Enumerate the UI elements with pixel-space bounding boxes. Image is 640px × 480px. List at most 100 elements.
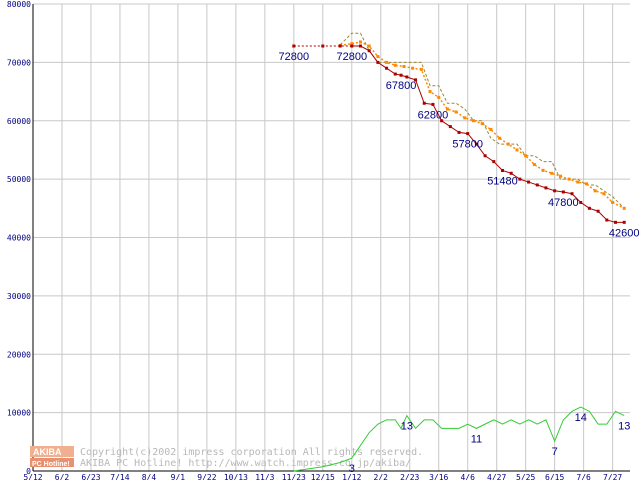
max-price-line	[339, 32, 625, 209]
min-price-marker	[376, 60, 380, 64]
grid-lines	[32, 3, 630, 472]
min-price-marker	[579, 200, 583, 204]
min-price-marker	[385, 66, 389, 70]
x-tick-label: 11/3	[255, 473, 274, 480]
avg-price-marker	[567, 177, 571, 181]
x-tick-label: 4/6	[460, 473, 475, 480]
x-tick-label: 10/13	[224, 473, 248, 480]
min-price-marker	[448, 125, 452, 129]
min-price-marker	[561, 190, 565, 194]
avg-price-marker	[593, 189, 597, 193]
y-tick-label: 60000	[7, 117, 31, 126]
y-tick-label: 20000	[7, 350, 31, 359]
x-tick-label: 6/2	[55, 473, 70, 480]
copyright-watermark: AKIBA PC Hotline! Copyright(c)2002 impre…	[30, 446, 423, 469]
y-tick-label: 0	[26, 467, 31, 476]
min-price-marker	[622, 220, 626, 224]
site-url-line: AKIBA PC Hotline! http://www.watch.impre…	[80, 458, 411, 469]
x-tick-label: 6/23	[81, 473, 100, 480]
x-tick-label: 7/14	[110, 473, 129, 480]
min-price-marker	[358, 44, 362, 48]
price-data-label: 62800	[418, 109, 449, 121]
min-price-marker	[422, 101, 426, 105]
avg-price-marker	[541, 168, 545, 172]
price-data-label: 72800	[336, 51, 367, 63]
price-data-label: 72800	[279, 51, 310, 63]
min-price-marker	[440, 119, 444, 123]
avg-price-marker	[411, 66, 415, 70]
x-tick-label: 8/4	[142, 473, 157, 480]
avg-price-marker	[611, 200, 615, 204]
min-price-marker	[321, 44, 325, 48]
min-price-marker	[431, 102, 435, 106]
avg-price-marker	[445, 107, 449, 111]
x-tick-label: 7/6	[576, 473, 591, 480]
avg-price-marker	[558, 174, 562, 178]
count-data-label: 11	[471, 433, 482, 445]
y-tick-label: 10000	[7, 409, 31, 418]
shop-count-line	[293, 406, 625, 472]
avg-price-marker	[489, 128, 493, 132]
akiba-logo: AKIBA PC Hotline!	[30, 446, 74, 468]
avg-price-marker	[463, 116, 467, 120]
y-tick-label: 50000	[7, 175, 31, 184]
count-data-label: 7	[552, 446, 558, 458]
min-price-marker	[544, 186, 548, 190]
logo-top-text: AKIBA	[33, 447, 62, 457]
avg-price-marker	[515, 148, 519, 152]
avg-price-marker	[437, 95, 441, 99]
price-data-label: 42600	[609, 227, 640, 239]
min-price-marker	[292, 44, 296, 48]
min-price-marker	[492, 160, 496, 164]
x-tick-label: 5/25	[516, 473, 535, 480]
avg-price-marker	[506, 142, 510, 146]
min-price-marker	[483, 154, 487, 158]
y-tick-label: 40000	[7, 234, 31, 243]
min-price-marker	[338, 44, 342, 48]
logo-bottom-text: PC Hotline!	[32, 461, 70, 468]
y-axis-ticks: 0 10000 20000 30000 40000 50000 60000 70000 8000…	[7, 0, 31, 476]
min-price-marker	[414, 78, 418, 82]
avg-price-marker	[576, 180, 580, 184]
avg-price-marker	[358, 40, 362, 44]
avg-price-marker	[376, 55, 380, 59]
count-data-label: 13	[618, 421, 630, 433]
min-price-marker	[350, 44, 354, 48]
data-series	[292, 32, 626, 472]
min-price-marker	[457, 130, 461, 134]
x-tick-label: 12/15	[311, 473, 335, 480]
y-tick-label: 80000	[7, 0, 31, 9]
min-price-marker	[596, 209, 600, 213]
x-axis-ticks: 5/12 6/2 6/23 7/14 8/4 9/1 9/22 10/13 11/3 11/23 1…	[23, 473, 622, 480]
min-price-marker	[518, 177, 522, 181]
price-data-label: 67800	[386, 80, 417, 92]
data-labels: 72800 72800 67800 62800 57800 51480 47800 42600…	[279, 51, 640, 475]
x-tick-label: 5/12	[23, 473, 42, 480]
avg-price-marker	[428, 90, 432, 94]
count-data-label: 14	[575, 412, 587, 424]
count-data-label: 13	[401, 421, 413, 433]
x-tick-label: 1/12	[342, 473, 361, 480]
avg-price-marker	[367, 44, 371, 48]
min-price-marker	[466, 132, 470, 136]
min-price-marker	[500, 168, 504, 172]
price-data-label: 57800	[452, 139, 483, 151]
avg-price-marker	[385, 60, 389, 64]
min-price-marker	[605, 218, 609, 222]
avg-price-marker	[498, 136, 502, 140]
min-price-marker	[399, 73, 403, 77]
min-price-marker	[553, 189, 557, 193]
min-price-marker	[509, 171, 513, 175]
avg-price-marker	[550, 171, 554, 175]
avg-price-marker	[585, 182, 589, 186]
x-tick-label: 11/23	[282, 473, 306, 480]
avg-price-marker	[350, 42, 354, 46]
x-tick-label: 9/22	[197, 473, 216, 480]
avg-price-marker	[622, 206, 626, 210]
x-tick-label: 7/27	[603, 473, 622, 480]
min-price-marker	[393, 72, 397, 76]
x-tick-label: 2/23	[400, 473, 419, 480]
count-data-label: 3	[349, 463, 355, 475]
avg-price-marker	[524, 154, 528, 158]
